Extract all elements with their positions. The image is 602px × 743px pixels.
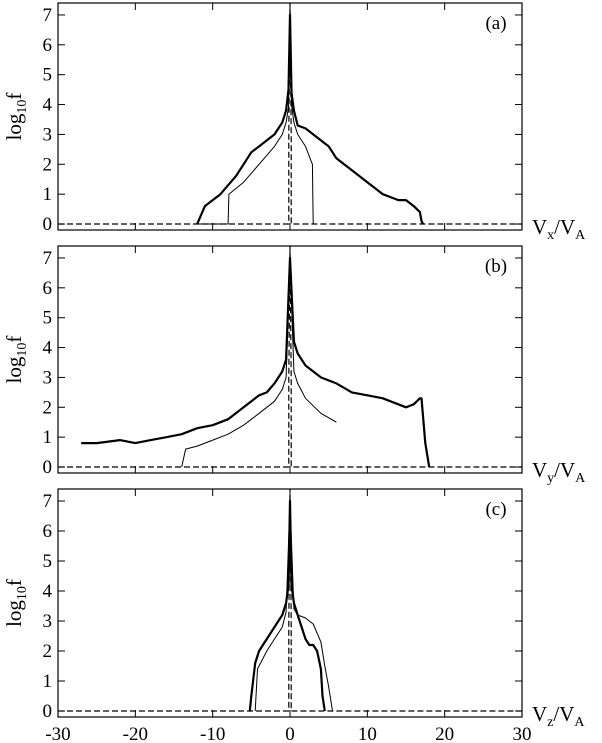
- y-tick-label: 0: [43, 214, 53, 235]
- y-axis-label-rest: f: [2, 93, 26, 100]
- series-line-dashed: [58, 245, 522, 468]
- y-tick-label: 2: [43, 154, 53, 175]
- y-tick-label: 4: [43, 338, 53, 359]
- y-tick-label: 4: [43, 581, 53, 602]
- x-tick-label: -30: [45, 724, 70, 743]
- panel-label: (b): [485, 256, 507, 277]
- x-tick-label: 10: [358, 724, 377, 743]
- panel-label: (c): [485, 499, 506, 520]
- series-line-thin: [197, 8, 314, 225]
- y-tick-label: 4: [43, 95, 53, 116]
- chart-panel: 0 1 2 3 4 5 6 7 (b) log10f Vy/VA: [2, 245, 586, 486]
- y-tick-label: 0: [43, 457, 53, 478]
- y-tick-label: 7: [43, 5, 53, 26]
- y-axis-label-sub: 10: [15, 343, 30, 357]
- x-axis-label-sub2: A: [574, 715, 585, 730]
- y-tick-label: 7: [43, 491, 53, 512]
- y-tick-label: 3: [43, 367, 53, 388]
- y-axis-label-rest: f: [2, 579, 26, 586]
- y-axis-label-base: log: [2, 113, 26, 140]
- y-tick-label: 2: [43, 641, 53, 662]
- y-axis-label-rest: f: [2, 336, 26, 343]
- y-tick-label: 7: [43, 248, 53, 269]
- x-axis-label-mid: /V: [554, 215, 575, 239]
- y-tick-label: 6: [43, 35, 53, 56]
- y-axis-label: log10f: [2, 93, 30, 141]
- series-line-thick: [81, 256, 431, 468]
- y-tick-label: 5: [43, 551, 53, 572]
- x-tick-label: 0: [285, 724, 295, 743]
- x-axis-label-base: V: [532, 215, 547, 239]
- x-tick-label: 20: [435, 724, 454, 743]
- x-axis-label: Vz/VA: [532, 702, 585, 730]
- y-tick-label: 0: [43, 701, 53, 722]
- y-tick-label: 1: [43, 184, 53, 205]
- x-axis-label-mid: /V: [554, 458, 575, 482]
- x-tick-label: -20: [123, 724, 148, 743]
- y-tick-label: 3: [43, 611, 53, 632]
- y-tick-label: 3: [43, 124, 53, 145]
- x-axis-label-sub2: A: [575, 471, 586, 486]
- y-axis-label-sub: 10: [15, 100, 30, 114]
- y-tick-label: 5: [43, 308, 53, 329]
- series-line-dashed: [58, 2, 522, 225]
- x-tick-label: -10: [200, 724, 225, 743]
- y-axis-label-base: log: [2, 356, 26, 383]
- y-tick-label: 6: [43, 278, 53, 299]
- series-line-thick: [196, 13, 424, 225]
- x-axis-label-sub: y: [547, 471, 554, 486]
- panel-label: (a): [485, 13, 506, 34]
- y-axis-label-base: log: [2, 600, 26, 627]
- y-axis-label: log10f: [2, 336, 30, 384]
- y-tick-label: 5: [43, 65, 53, 86]
- series-line-thin: [181, 257, 337, 468]
- y-tick-label: 6: [43, 521, 53, 542]
- x-axis-label-base: V: [532, 458, 547, 482]
- series-line-dashed: [58, 488, 522, 712]
- x-axis-label-sub2: A: [575, 228, 586, 243]
- y-tick-label: 2: [43, 397, 53, 418]
- x-axis-label-base: V: [532, 702, 547, 726]
- x-axis-label-mid: /V: [553, 702, 574, 726]
- x-axis-label-sub: x: [547, 228, 554, 243]
- x-tick-label: 30: [513, 724, 532, 743]
- series-line-thick: [248, 499, 326, 712]
- y-tick-label: 1: [43, 671, 53, 692]
- x-axis-label: Vx/VA: [532, 215, 586, 243]
- y-axis-label: log10f: [2, 579, 30, 627]
- y-axis-label-sub: 10: [15, 586, 30, 600]
- x-axis-label: Vy/VA: [532, 458, 586, 486]
- series-line-thin: [254, 500, 333, 712]
- chart-panel: 0 1 2 3 4 5 6 7 (a) log10f Vx/VA: [2, 2, 586, 243]
- x-axis-label-sub: z: [547, 715, 553, 730]
- y-tick-label: 1: [43, 427, 53, 448]
